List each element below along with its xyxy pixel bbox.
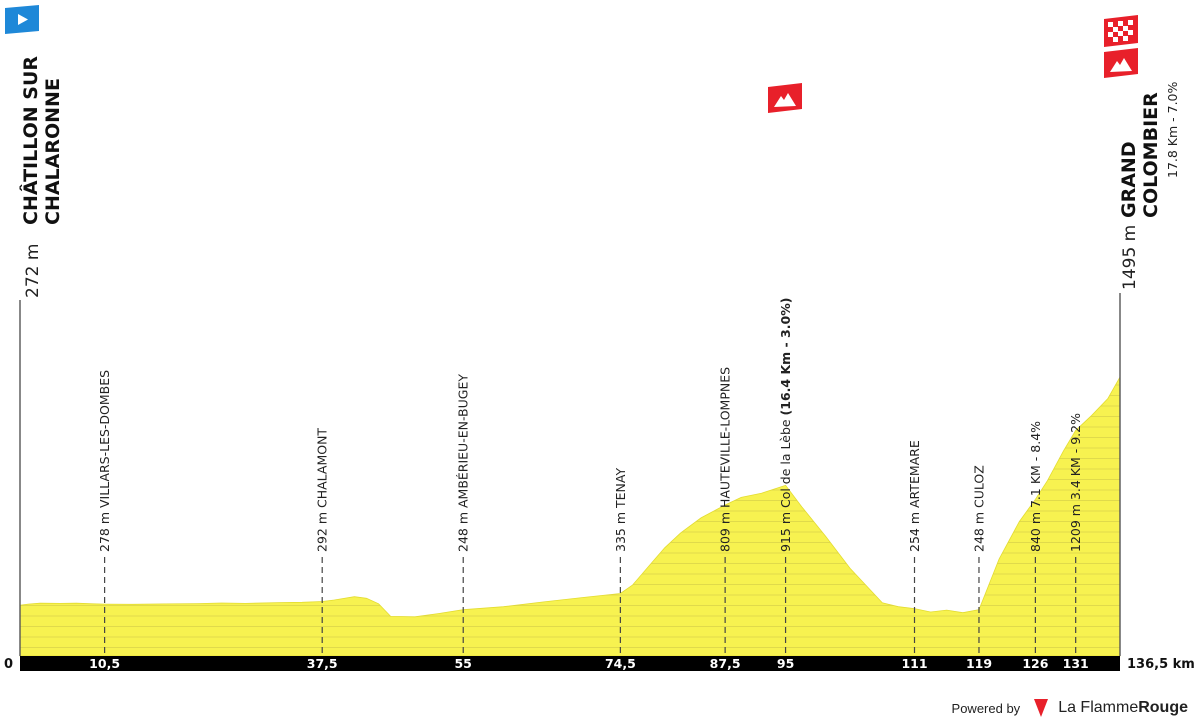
waypoint-label-text: 254 m ARTEMARE xyxy=(907,440,922,552)
waypoint-label: 292 m CHALAMONT xyxy=(315,428,330,552)
finish-city-line1: GRAND xyxy=(1118,141,1140,218)
waypoint-marker: 248 m CULOZ 119 xyxy=(966,465,992,671)
waypoint-marker: 248 m AMBÉRIEU-EN-BUGEY 55 xyxy=(454,374,471,671)
waypoint-label-text: 292 m CHALAMONT xyxy=(315,428,330,552)
waypoint-marker: 1209 m 3.4 KM - 9.2% 131 xyxy=(1063,413,1089,671)
waypoint-label: 840 m 7.1 KM - 8.4% xyxy=(1028,421,1043,552)
waypoint-label-text: 278 m VILLARS-LES-DOMBES xyxy=(97,370,112,552)
mountain-climb-icon xyxy=(768,83,802,113)
marker-layer: 278 m VILLARS-LES-DOMBES 10,5 292 m CHALAM… xyxy=(89,298,1089,671)
brand-name-part2: Rouge xyxy=(1138,699,1188,716)
waypoint-label-bold: (16.4 Km - 3.0%) xyxy=(778,298,793,416)
km-tick-label: 87,5 xyxy=(710,656,741,671)
start-flag-icon xyxy=(5,5,39,34)
profile-area-layer xyxy=(19,293,1121,671)
waypoint-marker: 915 m Col de la Lèbe (16.4 Km - 3.0%) 95 xyxy=(777,298,794,671)
profile-area xyxy=(19,375,1121,657)
waypoint-marker: 840 m 7.1 KM - 8.4% 126 xyxy=(1022,421,1048,671)
km-tick-label: 131 xyxy=(1063,656,1089,671)
waypoint-label: 248 m AMBÉRIEU-EN-BUGEY xyxy=(456,374,471,552)
finish-climb-stats: 17.8 Km - 7.0% xyxy=(1165,81,1180,178)
waypoint-marker: 278 m VILLARS-LES-DOMBES 10,5 xyxy=(89,370,120,671)
waypoint-label-text: 335 m TENAY xyxy=(613,468,628,552)
start-altitude: 272 m xyxy=(23,244,43,298)
powered-by: Powered by La FlammeRouge xyxy=(952,699,1188,717)
waypoint-marker: 292 m CHALAMONT 37,5 xyxy=(307,428,338,671)
km-tick-label: 126 xyxy=(1022,656,1048,671)
finish-altitude: 1495 m xyxy=(1120,225,1140,290)
waypoint-label-text: 915 m Col de la Lèbe xyxy=(778,415,793,552)
km-tick-label: 119 xyxy=(966,656,992,671)
waypoint-marker: 254 m ARTEMARE 111 xyxy=(901,440,927,671)
km-start-label: 0 xyxy=(4,657,13,672)
waypoint-label: 335 m TENAY xyxy=(613,468,628,552)
finish-mountain-icon xyxy=(1104,48,1138,78)
waypoint-label-text: 248 m CULOZ xyxy=(972,465,987,552)
waypoint-label-text: 248 m AMBÉRIEU-EN-BUGEY xyxy=(456,374,471,552)
finish-checkered-flag-icon xyxy=(1104,15,1138,47)
km-tick-label: 111 xyxy=(901,656,927,671)
waypoint-label: 278 m VILLARS-LES-DOMBES xyxy=(97,370,112,552)
waypoint-marker: 335 m TENAY 74,5 xyxy=(605,468,636,671)
start-city-line1: CHÂTILLON SUR xyxy=(19,56,42,225)
start-city-line2: CHALARONNE xyxy=(42,78,64,225)
km-tick-label: 10,5 xyxy=(89,656,120,671)
waypoint-marker: 809 m HAUTEVILLE-LOMPNES 87,5 xyxy=(710,367,741,671)
waypoint-label: 915 m Col de la Lèbe (16.4 Km - 3.0%) xyxy=(778,298,793,552)
waypoint-label: 809 m HAUTEVILLE-LOMPNES xyxy=(718,367,733,552)
km-tick-label: 55 xyxy=(454,656,471,671)
km-tick-label: 74,5 xyxy=(605,656,636,671)
waypoint-label: 254 m ARTEMARE xyxy=(907,440,922,552)
flame-logo-icon xyxy=(1034,699,1049,717)
waypoint-label: 1209 m 3.4 KM - 9.2% xyxy=(1068,413,1083,552)
finish-city-line2: COLOMBIER xyxy=(1140,92,1162,218)
km-bar xyxy=(20,656,1120,671)
waypoint-label: 248 m CULOZ xyxy=(972,465,987,552)
start-city: CHÂTILLON SUR CHALARONNE xyxy=(19,56,64,225)
brand-name-part1: La Flamme xyxy=(1058,699,1139,716)
powered-by-text: Powered by xyxy=(951,700,1021,716)
waypoint-label-text: 840 m 7.1 KM - 8.4% xyxy=(1028,421,1043,552)
km-end-label: 136,5 km xyxy=(1127,657,1195,672)
km-tick-label: 95 xyxy=(777,656,794,671)
km-tick-label: 37,5 xyxy=(307,656,338,671)
waypoint-label-text: 809 m HAUTEVILLE-LOMPNES xyxy=(718,367,733,552)
finish-city: GRAND COLOMBIER xyxy=(1118,92,1162,218)
waypoint-label-text: 1209 m 3.4 KM - 9.2% xyxy=(1068,413,1083,552)
brand-name: La FlammeRouge xyxy=(1058,699,1188,717)
